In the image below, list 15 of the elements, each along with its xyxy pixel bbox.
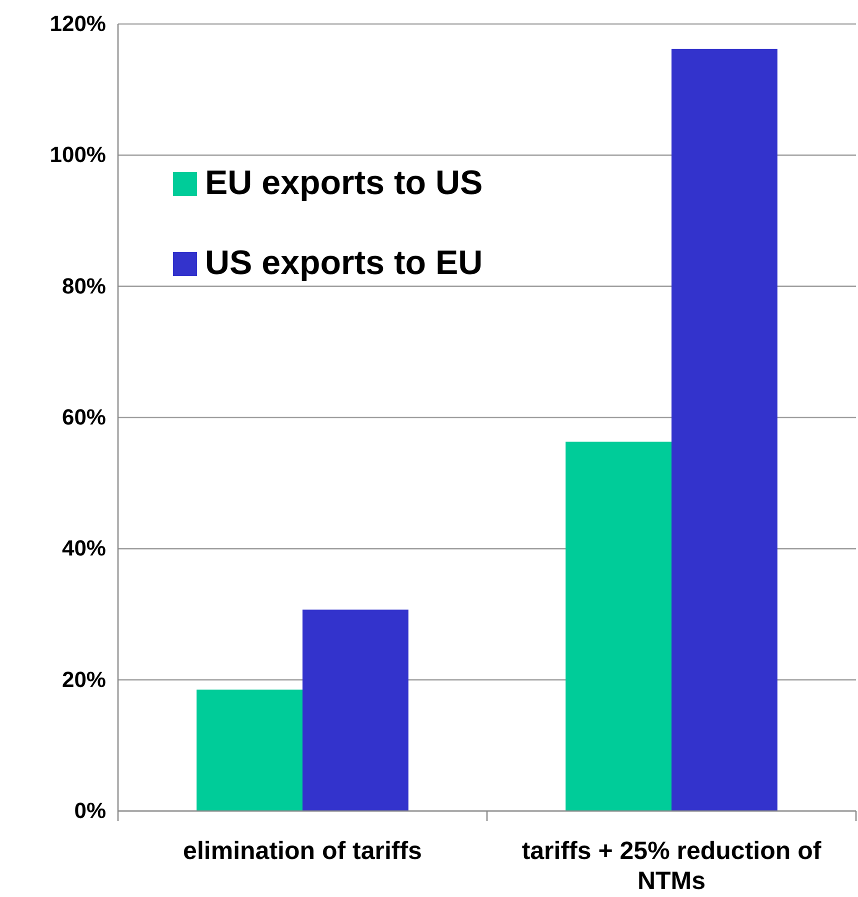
bar (302, 610, 408, 811)
y-tick-label: 120% (50, 11, 106, 36)
bar (672, 48, 778, 811)
y-tick-label: 100% (50, 142, 106, 168)
y-tick-label: 0% (74, 798, 106, 824)
bar (196, 690, 302, 811)
y-tick-label: 40% (62, 536, 106, 561)
bar (566, 442, 672, 811)
legend-label: EU exports to US (205, 164, 483, 202)
y-tick-label: 20% (62, 666, 106, 692)
x-tick-label: elimination of tariffs (183, 837, 422, 865)
y-tick-label: 80% (62, 273, 106, 298)
x-tick-label: tariffs + 25% reduction of NTMs (522, 837, 822, 895)
legend-label: US exports to EU (205, 244, 483, 282)
y-tick-label: 60% (62, 404, 106, 430)
